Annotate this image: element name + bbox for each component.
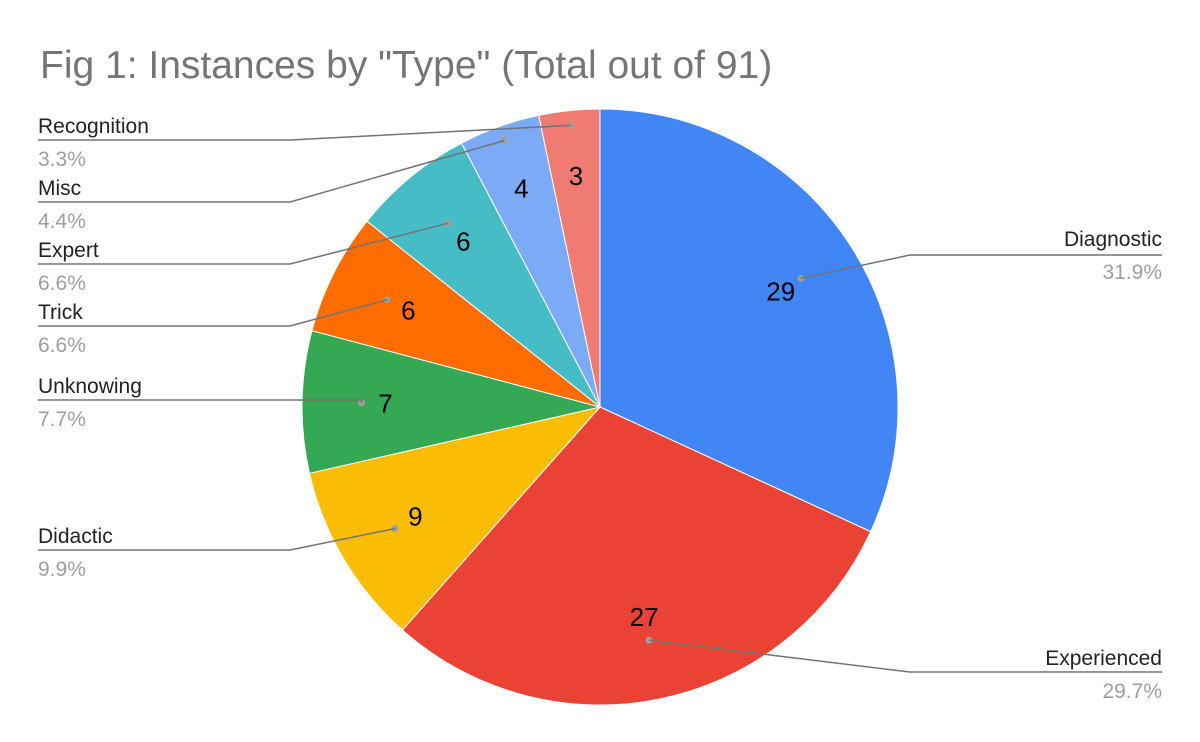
leader-line-expert: [38, 222, 449, 265]
pie-slices: [301, 108, 899, 706]
value-label-experienced: 27: [630, 602, 659, 632]
percent-label-expert: 6.6%: [38, 272, 86, 295]
value-label-expert: 6: [456, 227, 470, 257]
leader-line-unknowing: [38, 399, 363, 403]
percent-label-didactic: 9.9%: [38, 558, 86, 581]
pie-slice-experienced: [401, 406, 872, 706]
pie-slice-recognition: [538, 108, 601, 408]
category-label-recognition: Recognition: [38, 115, 149, 138]
percent-label-trick: 6.6%: [38, 334, 86, 357]
value-label-didactic: 9: [408, 501, 422, 531]
pie-slice-unknowing: [301, 330, 601, 474]
value-label-recognition: 3: [569, 161, 583, 191]
pie-category-labels: Diagnostic 31.9% Experienced 29.7% Didactic 9…: [38, 115, 1162, 703]
category-label-didactic: Didactic: [38, 525, 113, 548]
value-label-trick: 6: [401, 296, 415, 326]
value-label-unknowing: 7: [378, 388, 392, 418]
pie-leader-lines: [38, 121, 1162, 673]
leader-line-experienced: [648, 639, 1162, 673]
pie-slice-expert: [366, 142, 601, 408]
leader-line-recognition: [38, 124, 571, 141]
chart-title: Fig 1: Instances by "Type" (Total out of…: [40, 44, 773, 87]
pie-slice-trick: [311, 220, 601, 408]
percent-label-recognition: 3.3%: [38, 148, 86, 171]
category-label-experienced: Experienced: [1045, 647, 1162, 670]
category-label-unknowing: Unknowing: [38, 375, 142, 398]
leader-line-misc: [38, 139, 505, 203]
category-label-expert: Expert: [38, 239, 99, 262]
leader-line-didactic: [38, 527, 396, 551]
pie-value-labels: 29 27 9 7 6 6 4 3: [378, 161, 795, 632]
percent-label-diagnostic: 31.9%: [1102, 261, 1162, 284]
pie-slice-didactic: [308, 406, 602, 631]
category-label-diagnostic: Diagnostic: [1064, 228, 1162, 251]
value-label-diagnostic: 29: [766, 276, 795, 306]
leader-line-diagnostic: [800, 254, 1162, 280]
value-label-misc: 4: [514, 173, 528, 203]
leader-line-trick: [38, 299, 388, 327]
pie-slice-diagnostic: [599, 108, 899, 533]
percent-label-experienced: 29.7%: [1102, 680, 1162, 703]
percent-label-unknowing: 7.7%: [38, 408, 86, 431]
leader-dot-recognition: [567, 121, 575, 129]
category-label-trick: Trick: [38, 301, 83, 324]
percent-label-misc: 4.4%: [38, 210, 86, 233]
category-label-misc: Misc: [38, 177, 81, 200]
